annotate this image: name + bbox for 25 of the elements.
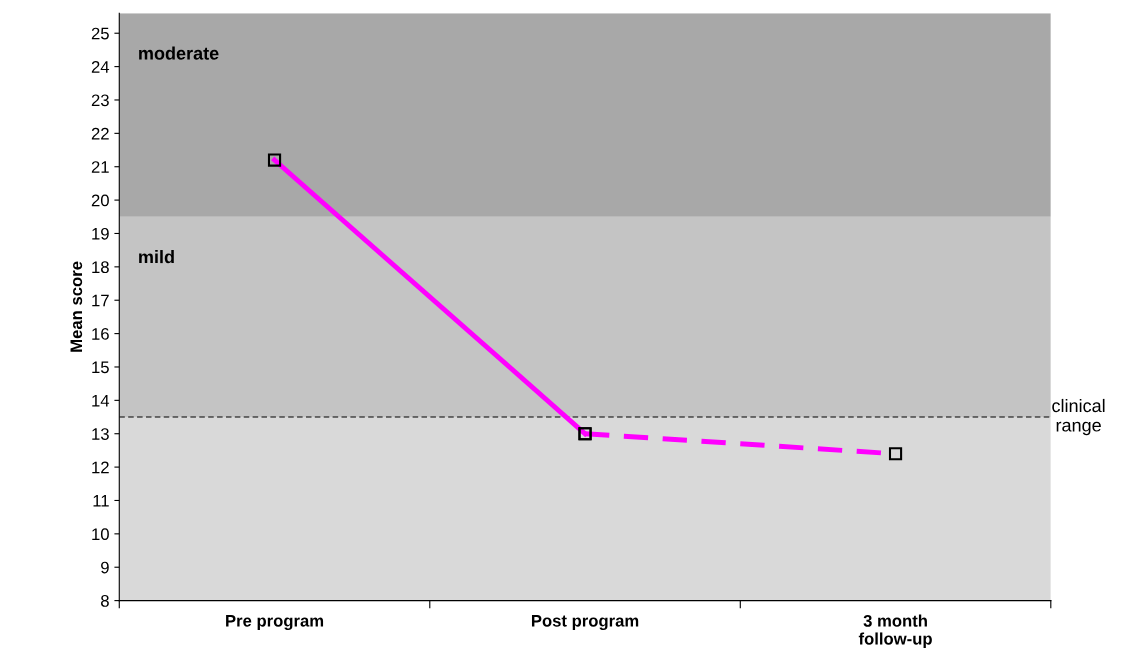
y-tick-label: 15 [92,361,109,374]
y-tick-label: 16 [92,328,109,340]
y-tick-label: 17 [92,294,109,307]
x-tick-label: 3 month follow-up [858,614,932,648]
y-tick-label: 20 [91,194,109,207]
ref-line-label: clinical range [1052,398,1105,436]
y-axis-title: Mean score [70,261,83,352]
y-tick-label: 25 [91,27,109,40]
y-tick-label: 24 [91,61,110,73]
band-label: mild [139,250,174,264]
x-tick-label: Post program [531,615,639,631]
y-tick-label: 22 [91,127,109,140]
y-tick-label: 10 [92,528,109,541]
y-tick-label: 19 [92,227,109,240]
y-tick-label: 12 [92,461,109,474]
y-tick-label: 21 [91,161,109,173]
x-tick-label: Pre program [226,615,324,631]
y-tick-label: 11 [93,495,109,507]
band-label: moderate [139,46,219,60]
y-tick-label: 9 [101,561,109,574]
y-tick-label: 23 [91,94,109,107]
y-tick-label: 14 [92,394,110,407]
y-tick-label: 13 [92,428,109,440]
y-tick-label: 18 [92,261,109,274]
y-tick-label: 8 [101,595,109,607]
